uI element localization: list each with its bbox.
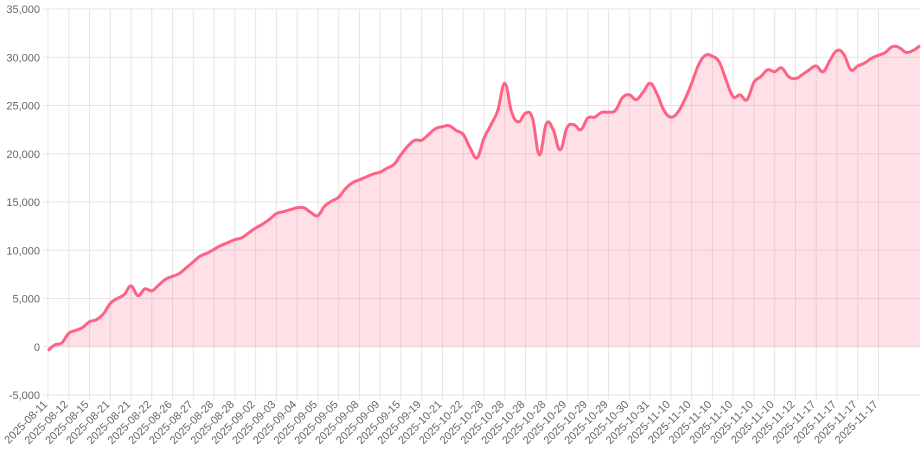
line	[47, 44, 921, 352]
y-tick-label: 30,000	[6, 52, 40, 64]
y-tick-label: 5,000	[12, 294, 40, 306]
y-tick-label: 10,000	[6, 245, 40, 257]
y-tick-label: 35,000	[6, 4, 40, 16]
area	[48, 45, 920, 351]
y-tick-label: 25,000	[6, 101, 40, 113]
y-tick-label: -5,000	[9, 390, 40, 402]
y-tick-label: 20,000	[6, 149, 40, 161]
y-tick-label: 15,000	[6, 197, 40, 209]
y-tick-label: 0	[34, 342, 40, 354]
